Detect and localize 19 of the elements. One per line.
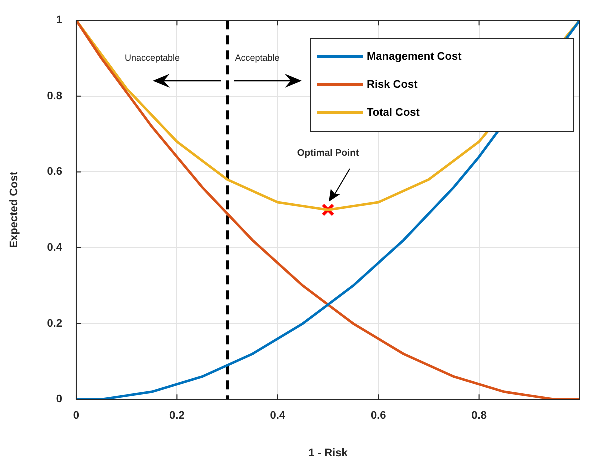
legend-label: Management Cost — [367, 50, 462, 63]
y-tick-label: 1 — [56, 14, 62, 27]
legend-label: Risk Cost — [367, 78, 418, 91]
x-tick-label: 0.4 — [270, 410, 286, 422]
x-tick-label: 0.2 — [170, 410, 185, 422]
y-tick-label: 0.6 — [47, 166, 62, 178]
annotation: Unacceptable — [125, 52, 180, 63]
y-tick-label: 0 — [56, 394, 62, 406]
annotation: Optimal Point — [297, 148, 360, 159]
y-tick-label: 0.8 — [47, 90, 62, 102]
x-tick-label: 0.8 — [472, 410, 487, 422]
x-axis-title: 1 - Risk — [308, 447, 349, 460]
y-tick-label: 0.4 — [47, 242, 64, 254]
x-tick-label: 0.6 — [370, 410, 386, 422]
y-axis-title: Expected Cost — [8, 172, 21, 248]
x-tick-label: 0 — [73, 410, 80, 422]
annotation: Acceptable — [235, 52, 280, 63]
y-tick-label: 0.2 — [47, 318, 62, 330]
legend-label: Total Cost — [367, 106, 420, 119]
